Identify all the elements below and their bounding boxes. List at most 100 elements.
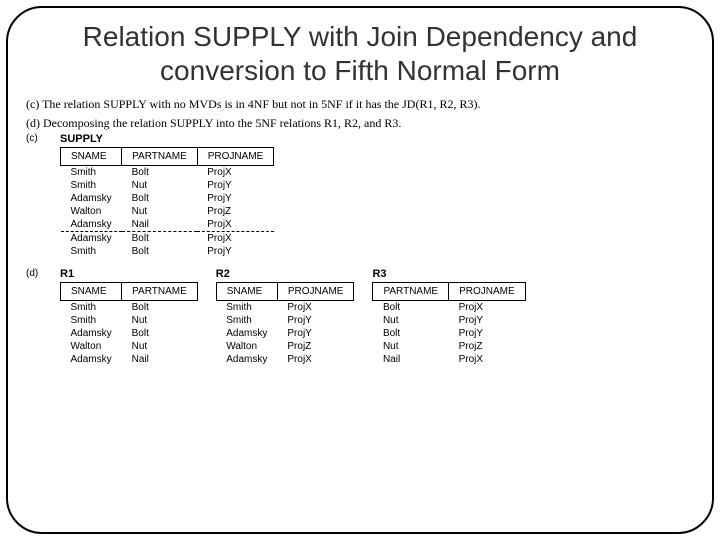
table-cell: Bolt — [122, 166, 198, 180]
table-cell: ProjX — [197, 232, 274, 246]
table-cell: Adamsky — [61, 232, 122, 246]
table-cell: Nut — [122, 314, 198, 327]
table-cell: ProjZ — [449, 340, 526, 353]
table-row: NutProjZ — [373, 340, 525, 353]
table-cell: Bolt — [122, 301, 198, 315]
table-cell: ProjX — [277, 301, 354, 315]
table-cell: Adamsky — [61, 218, 122, 232]
supply-name: SUPPLY — [60, 133, 694, 145]
r2-h0: SNAME — [216, 283, 277, 301]
r3-h1: PROJNAME — [449, 283, 526, 301]
section-d: (d) R1 SNAME PARTNAME SmithBoltSmithNutA… — [26, 268, 694, 366]
table-cell: Walton — [61, 205, 122, 218]
table-row: AdamskyProjX — [216, 353, 354, 366]
table-row: AdamskyBolt — [61, 327, 198, 340]
caption-d: (d) Decomposing the relation SUPPLY into… — [26, 116, 694, 131]
table-row: SmithBoltProjX — [61, 166, 274, 180]
table-row: AdamskyProjY — [216, 327, 354, 340]
r3-h0: PARTNAME — [373, 283, 449, 301]
table-cell: Bolt — [122, 327, 198, 340]
table-cell: Nail — [122, 353, 198, 366]
table-row: AdamskyBoltProjX — [61, 232, 274, 246]
table-cell: Adamsky — [216, 327, 277, 340]
table-row: WaltonNutProjZ — [61, 205, 274, 218]
r2-h1: PROJNAME — [277, 283, 354, 301]
table-cell: Smith — [61, 179, 122, 192]
table-cell: Smith — [216, 314, 277, 327]
slide-frame: Relation SUPPLY with Join Dependency and… — [6, 6, 714, 534]
table-cell: ProjY — [197, 192, 274, 205]
table-cell: ProjX — [449, 301, 526, 315]
caption-c: (c) The relation SUPPLY with no MVDs is … — [26, 97, 694, 112]
table-row: AdamskyNail — [61, 353, 198, 366]
r2-col: R2 SNAME PROJNAME SmithProjXSmithProjYAd… — [216, 268, 355, 366]
table-row: NailProjX — [373, 353, 525, 366]
table-cell: Smith — [216, 301, 277, 315]
table-cell: Bolt — [373, 327, 449, 340]
table-cell: Bolt — [373, 301, 449, 315]
table-cell: ProjY — [277, 314, 354, 327]
table-row: AdamskyNailProjX — [61, 218, 274, 232]
table-cell: Bolt — [122, 232, 198, 246]
table-cell: Bolt — [122, 245, 198, 258]
table-cell: Nut — [122, 179, 198, 192]
section-c: (c) SUPPLY SNAME PARTNAME PROJNAME Smith… — [26, 133, 694, 258]
table-row: WaltonNut — [61, 340, 198, 353]
r1-h0: SNAME — [61, 283, 122, 301]
table-cell: Adamsky — [61, 327, 122, 340]
table-cell: ProjX — [197, 166, 274, 180]
table-row: SmithProjX — [216, 301, 354, 315]
supply-h1: PARTNAME — [122, 148, 198, 166]
table-cell: Nut — [373, 314, 449, 327]
table-row: SmithProjY — [216, 314, 354, 327]
table-cell: Nail — [373, 353, 449, 366]
table-cell: Walton — [216, 340, 277, 353]
r1-table: SNAME PARTNAME SmithBoltSmithNutAdamskyB… — [60, 282, 198, 366]
table-cell: Adamsky — [216, 353, 277, 366]
r1-h1: PARTNAME — [122, 283, 198, 301]
supply-h0: SNAME — [61, 148, 122, 166]
r1-col: R1 SNAME PARTNAME SmithBoltSmithNutAdams… — [60, 268, 198, 366]
table-cell: ProjY — [449, 327, 526, 340]
table-row: BoltProjX — [373, 301, 525, 315]
table-cell: ProjY — [197, 245, 274, 258]
table-row: AdamskyBoltProjY — [61, 192, 274, 205]
table-cell: Adamsky — [61, 353, 122, 366]
table-row: BoltProjY — [373, 327, 525, 340]
slide-title: Relation SUPPLY with Join Dependency and… — [26, 20, 694, 87]
r3-col: R3 PARTNAME PROJNAME BoltProjXNutProjYBo… — [372, 268, 525, 366]
table-cell: ProjX — [449, 353, 526, 366]
table-cell: Smith — [61, 245, 122, 258]
r1-name: R1 — [60, 268, 198, 280]
table-cell: Smith — [61, 166, 122, 180]
table-cell: Adamsky — [61, 192, 122, 205]
table-cell: Nut — [373, 340, 449, 353]
table-cell: Smith — [61, 301, 122, 315]
table-cell: Nail — [122, 218, 198, 232]
supply-table: SNAME PARTNAME PROJNAME SmithBoltProjXSm… — [60, 147, 274, 258]
r3-name: R3 — [372, 268, 525, 280]
table-cell: ProjY — [277, 327, 354, 340]
label-c: (c) — [26, 133, 38, 144]
supply-h2: PROJNAME — [197, 148, 274, 166]
table-cell: ProjX — [197, 218, 274, 232]
table-cell: ProjY — [197, 179, 274, 192]
table-cell: Walton — [61, 340, 122, 353]
r2-table: SNAME PROJNAME SmithProjXSmithProjYAdams… — [216, 282, 355, 366]
table-cell: ProjZ — [277, 340, 354, 353]
table-row: SmithNut — [61, 314, 198, 327]
table-cell: ProjY — [449, 314, 526, 327]
table-row: NutProjY — [373, 314, 525, 327]
table-cell: Bolt — [122, 192, 198, 205]
table-cell: Smith — [61, 314, 122, 327]
table-row: SmithBolt — [61, 301, 198, 315]
table-row: SmithNutProjY — [61, 179, 274, 192]
table-cell: Nut — [122, 205, 198, 218]
table-row: SmithBoltProjY — [61, 245, 274, 258]
r2-name: R2 — [216, 268, 355, 280]
r3-table: PARTNAME PROJNAME BoltProjXNutProjYBoltP… — [372, 282, 525, 366]
table-row: WaltonProjZ — [216, 340, 354, 353]
table-cell: Nut — [122, 340, 198, 353]
table-cell: ProjX — [277, 353, 354, 366]
label-d: (d) — [26, 268, 38, 279]
